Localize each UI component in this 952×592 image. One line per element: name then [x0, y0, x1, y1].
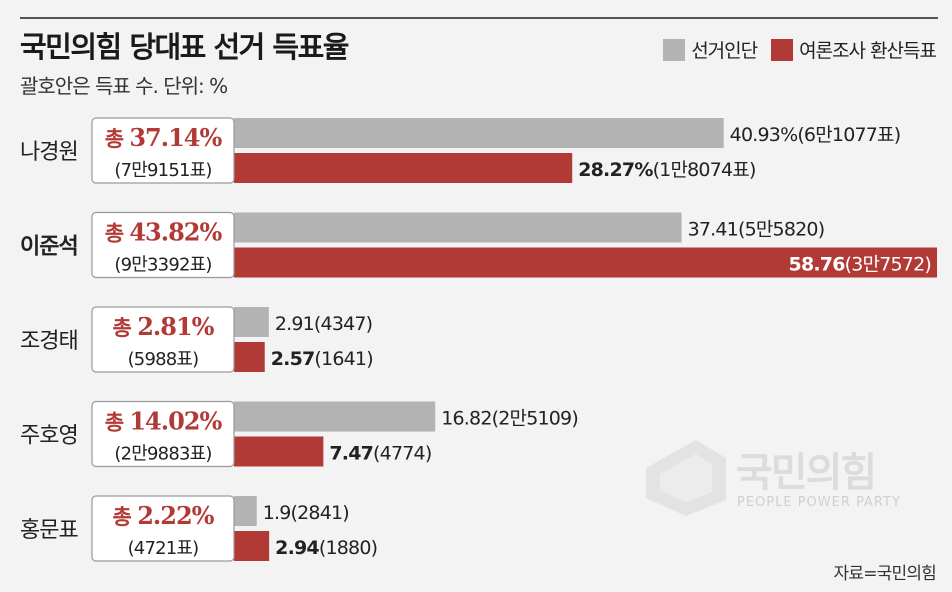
total-share: 총 37.14%	[105, 123, 223, 152]
bar-delegate-label: 2.91(4347)	[275, 313, 372, 335]
bar-delegate	[234, 307, 269, 337]
bar-poll-votes: (1641)	[314, 348, 372, 370]
total-value: 2.22%	[137, 501, 214, 530]
total-value: 43.82%	[129, 218, 222, 247]
bar-poll-label: 28.27%(1만8074표)	[578, 159, 755, 181]
total-box	[91, 306, 235, 373]
page-subtitle: 괄호안은 득표 수. 단위: %	[20, 74, 228, 98]
bar-delegate	[234, 496, 257, 526]
legend-label-delegate: 선거인단	[691, 40, 758, 62]
bar-delegate-label: 16.82(2만5109)	[441, 408, 578, 430]
total-prefix: 총	[105, 127, 130, 151]
watermark-tagline: PEOPLE POWER PARTY	[737, 495, 901, 510]
bar-poll	[234, 531, 270, 561]
top-rule	[20, 17, 938, 19]
legend-swatch-delegate	[663, 38, 686, 61]
total-value: 37.14%	[129, 123, 222, 152]
page-title: 국민의힘 당대표 선거 득표율	[20, 30, 349, 64]
total-box	[91, 495, 235, 562]
bar-poll-label: 7.47(4774)	[329, 443, 431, 465]
bar-poll	[234, 247, 937, 278]
bar-delegate-label: 1.9(2841)	[263, 502, 349, 524]
bar-delegate	[234, 401, 436, 432]
legend-item-poll: 여론조사 환산득표	[771, 36, 937, 63]
bar-delegate	[234, 118, 724, 148]
bar-poll	[234, 436, 324, 467]
candidate-name: 홍문표	[20, 518, 78, 543]
bar-poll-value: 7.47	[329, 443, 373, 465]
bar-poll-value: 28.27%	[578, 159, 653, 181]
total-votes: (7만9151표)	[114, 160, 211, 181]
watermark-name: 국민의힘	[736, 450, 877, 496]
total-share: 총 2.81%	[113, 312, 215, 341]
total-prefix: 총	[105, 411, 130, 435]
total-box	[91, 211, 235, 279]
bar-poll-label: 2.94(1880)	[275, 537, 377, 559]
bar-poll-value: 58.76	[789, 254, 846, 276]
bar-poll-value: 2.94	[275, 537, 319, 559]
bar-poll	[234, 153, 573, 183]
total-value: 14.02%	[129, 407, 222, 436]
source-note: 자료=국민의힘	[833, 564, 937, 584]
legend-swatch-poll	[771, 38, 794, 61]
total-share: 총 2.22%	[113, 501, 215, 530]
total-prefix: 총	[113, 316, 138, 340]
candidate-name: 나경원	[20, 140, 78, 165]
bar-poll-value: 2.57	[271, 348, 315, 370]
legend-label-poll: 여론조사 환산득표	[799, 40, 937, 62]
total-prefix: 총	[113, 505, 138, 529]
total-box	[91, 117, 235, 184]
bar-delegate-label: 37.41(5만5820)	[688, 219, 825, 241]
bar-poll-votes: (4774)	[373, 443, 431, 465]
bar-delegate	[234, 212, 682, 243]
total-votes: (5988표)	[128, 349, 199, 370]
bar-poll-votes: (3만7572)	[845, 254, 931, 276]
total-share: 총 43.82%	[105, 218, 223, 247]
bar-poll-votes: (1만8074표)	[653, 159, 756, 181]
bar-poll-label: 2.57(1641)	[271, 348, 373, 370]
total-votes: (9만3392표)	[114, 255, 211, 276]
total-value: 2.81%	[137, 312, 214, 341]
bar-poll-votes: (1880)	[319, 537, 377, 559]
total-prefix: 총	[105, 222, 130, 246]
bar-poll	[234, 342, 265, 372]
total-share: 총 14.02%	[105, 407, 223, 436]
total-box	[91, 400, 235, 468]
candidate-name: 이준석	[20, 235, 78, 260]
legend: 선거인단 여론조사 환산득표	[649, 36, 937, 63]
total-votes: (2만9883표)	[114, 444, 211, 465]
bar-poll-label: 58.76(3만7572)	[789, 254, 931, 276]
party-logo-icon	[646, 440, 726, 516]
bar-delegate-label: 40.93%(6만1077표)	[730, 124, 901, 146]
candidate-name: 주호영	[20, 424, 78, 449]
total-votes: (4721표)	[128, 538, 199, 559]
legend-item-delegate: 선거인단	[663, 36, 758, 63]
candidate-name: 조경태	[20, 329, 78, 354]
